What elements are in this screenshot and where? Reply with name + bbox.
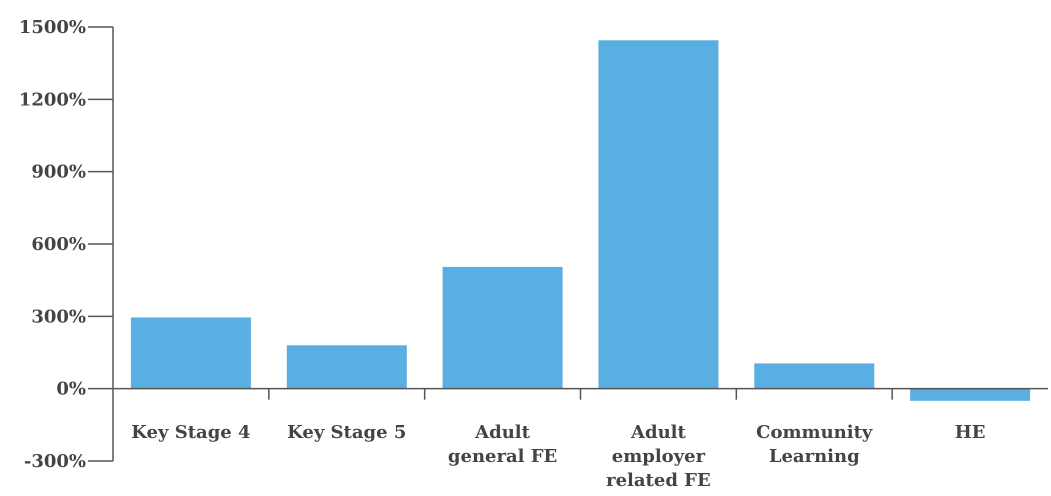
y-tick-label: 300% <box>31 306 86 327</box>
bar-5 <box>910 388 1031 401</box>
y-tick-label: 0% <box>56 379 86 400</box>
x-tick-label: Adult general FE <box>448 422 557 467</box>
y-tick-label: 600% <box>31 234 86 255</box>
x-tick-label: Community Learning <box>756 422 873 467</box>
bar-1 <box>286 345 407 389</box>
x-tick-label: Key Stage 4 <box>131 422 250 443</box>
y-axis: -300% 0% 300% 600% 900% 1200% 1500% <box>19 17 114 472</box>
x-axis: Key Stage 4 Key Stage 5 Adult general FE Adu… <box>113 387 1048 491</box>
x-tick-label: HE <box>955 422 986 443</box>
bar-2 <box>442 266 563 389</box>
y-tick-label: -300% <box>24 451 86 472</box>
bar-3 <box>598 40 719 389</box>
bar-4 <box>754 363 875 389</box>
y-tick-label: 1200% <box>19 89 86 110</box>
x-tick-label: Key Stage 5 <box>287 422 406 443</box>
y-tick-label: 900% <box>31 162 86 183</box>
y-tick-label: 1500% <box>19 17 86 38</box>
bars-group <box>130 40 1031 401</box>
x-tick-label: Adult employer related FE <box>606 422 711 491</box>
bar-0 <box>130 317 251 389</box>
